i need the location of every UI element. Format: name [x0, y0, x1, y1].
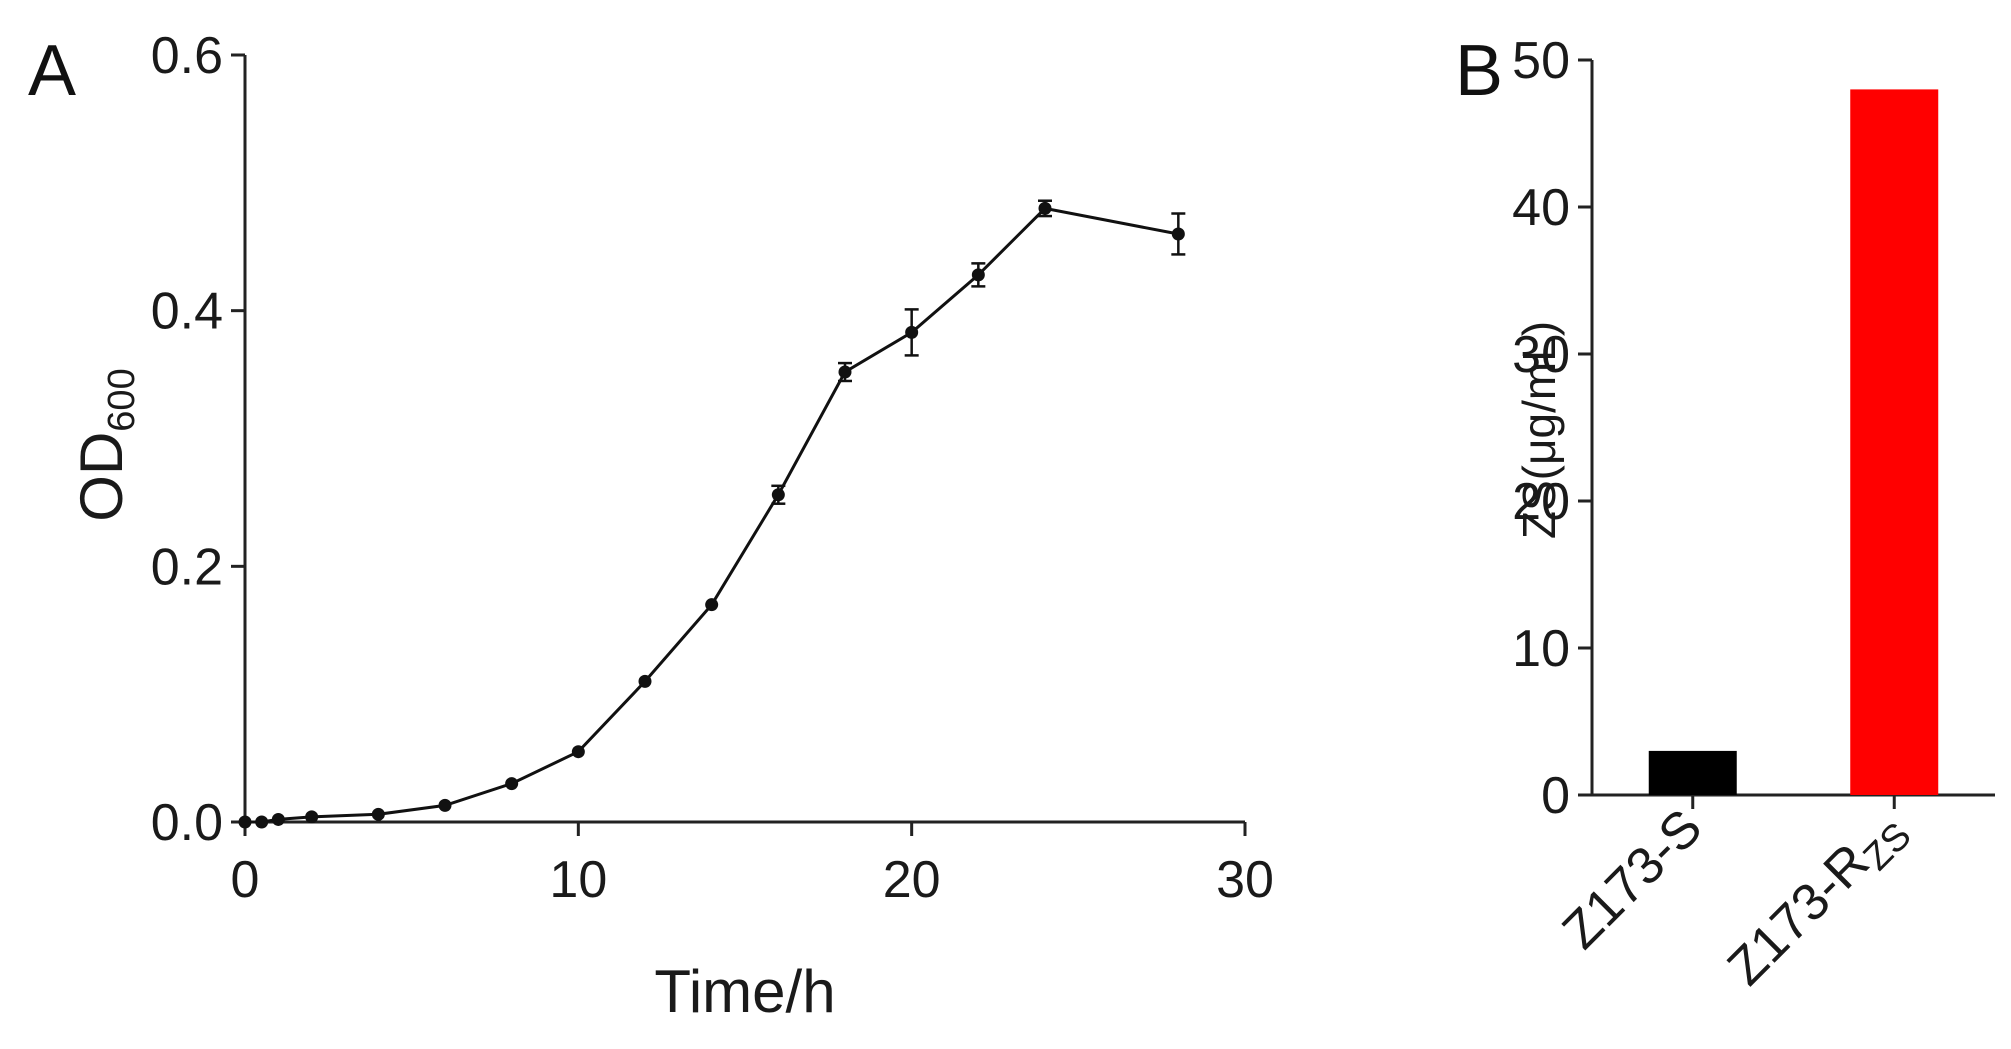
panel-b-bars [1648, 89, 1939, 795]
panel-b-bar [1648, 750, 1737, 795]
panel-a-x-tick-label: 0 [231, 851, 260, 909]
panel-a-data-point [638, 674, 652, 688]
panel-a-data-point [271, 812, 285, 826]
panel-a-y-axis-title-sub: 600 [101, 368, 143, 431]
panel-a-data-point [438, 798, 452, 812]
panel-a-data-point [705, 598, 719, 612]
panel-a-data-point [305, 810, 319, 824]
panel-a-y-axis-title: OD600 [68, 368, 143, 521]
panel-b-y-tick-label: 0 [1541, 767, 1570, 825]
panel-a-letter: A [28, 31, 76, 111]
panel-a-data-point [971, 268, 985, 282]
panel-a-y-ticks: 0.0 0.2 0.4 0.6 [151, 27, 245, 852]
panel-b-y-tick-label: 30 [1512, 326, 1570, 384]
panel-a-data-point [505, 777, 519, 791]
panel-b-x-tick-label-main: Z173-S [1552, 798, 1714, 960]
panel-b-bar-chart: B 0 10 20 30 40 50 Z173-S Z173-RZS ZS(μg/mL) [1455, 31, 1995, 1001]
panel-a-x-tick-label: 20 [883, 851, 941, 909]
panel-a-x-tick-label: 10 [549, 851, 607, 909]
panel-a-y-tick-label: 0.4 [151, 283, 223, 341]
panel-a-line-chart: A 0.0 0.2 0.4 0.6 0 10 20 30 Time/h OD600 [28, 27, 1274, 1025]
panel-a-data-point [371, 807, 385, 821]
panel-b-bar [1850, 89, 1939, 795]
panel-a-y-tick-label: 0.0 [151, 794, 223, 852]
panel-a-data-point [571, 745, 585, 759]
panel-b-y-tick-label: 50 [1512, 32, 1570, 90]
panel-b-y-tick-label: 10 [1512, 620, 1570, 678]
panel-a-data-point [771, 488, 785, 502]
panel-a-y-tick-label: 0.6 [151, 27, 223, 85]
panel-a-data-point [238, 815, 252, 829]
panel-b-y-tick-label: 20 [1512, 473, 1570, 531]
panel-b-y-tick-label: 40 [1512, 179, 1570, 237]
panel-a-y-axis-title-main: OD [68, 432, 135, 522]
panel-a-data-point [838, 365, 852, 379]
panel-b-x-ticks: Z173-S Z173-RZS [1552, 795, 1920, 1001]
panel-b-letter: B [1455, 31, 1503, 111]
panel-b-y-ticks: 0 10 20 30 40 50 [1512, 32, 1592, 825]
panel-a-x-axis-title: Time/h [654, 958, 835, 1025]
panel-b-x-tick-label: Z173-S [1552, 798, 1714, 960]
panel-a-axes [243, 55, 1245, 824]
panel-a-x-tick-label: 30 [1216, 851, 1274, 909]
panel-a-data-point [1171, 227, 1185, 241]
panel-a-data-point [905, 325, 919, 339]
panel-a-series-line [245, 206, 1179, 824]
panel-a-x-ticks: 0 10 20 30 [231, 822, 1274, 909]
panel-a-y-tick-label: 0.2 [151, 538, 223, 596]
panel-b-y-axis-title: ZS(μg/mL) [1513, 321, 1565, 539]
panel-b-x-tick-label: Z173-RZS [1717, 798, 1920, 1001]
panel-a-series-od600 [238, 199, 1186, 829]
panel-a-data-point [255, 815, 269, 829]
panel-a-data-point [1038, 201, 1052, 215]
panel-b-x-tick-label-main: Z173-R [1717, 833, 1881, 997]
